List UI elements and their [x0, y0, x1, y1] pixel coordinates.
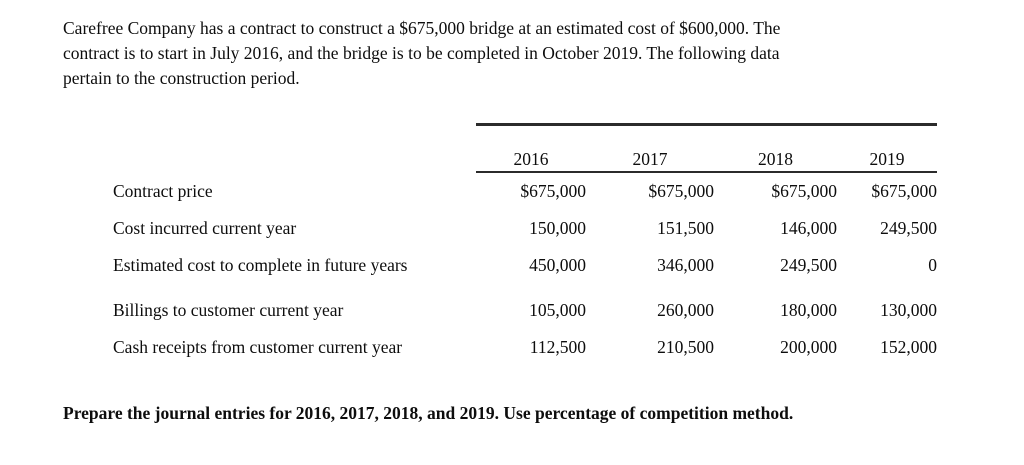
cell-value: 150,000: [529, 218, 586, 238]
table-header-row: 2016 2017 2018 2019: [113, 123, 937, 173]
table-row-billings: Billings to customer current year 105,00…: [113, 292, 937, 329]
cell-value: $675,000: [520, 181, 586, 201]
instruction-text: Prepare the journal entries for 2016, 20…: [63, 403, 794, 423]
intro-line: Carefree Company has a contract to const…: [63, 18, 781, 38]
cell-value: 210,500: [657, 337, 714, 357]
cell-value: 346,000: [657, 255, 714, 275]
cell-value: $675,000: [771, 181, 837, 201]
row-label: Cost incurred current year: [113, 218, 297, 238]
cell-value: 105,000: [529, 300, 586, 320]
year-header-2019: 2019: [837, 123, 937, 173]
table-corner-cell: [113, 125, 476, 173]
cell-value: 152,000: [880, 337, 937, 357]
table-row-estimated-cost: Estimated cost to complete in future yea…: [113, 247, 937, 284]
year-header-2018: 2018: [714, 123, 837, 173]
cell-value: 146,000: [780, 218, 837, 238]
cell-value: $675,000: [871, 181, 937, 201]
cell-value: 249,500: [880, 218, 937, 238]
row-label: Contract price: [113, 180, 213, 201]
table-spacer-row: [113, 284, 937, 292]
intro-line: contract is to start in July 2016, and t…: [63, 43, 780, 63]
cell-value: 112,500: [529, 337, 586, 357]
table-row-contract-price: Contract price $675,000 $675,000 $675,00…: [113, 172, 937, 210]
year-header-2017: 2017: [586, 123, 714, 173]
spacer-cell: [113, 284, 937, 292]
cell-value: 180,000: [780, 300, 837, 320]
table-row-cost-incurred: Cost incurred current year 150,000 151,5…: [113, 210, 937, 247]
table-row-cash-receipts: Cash receipts from customer current year…: [113, 329, 937, 366]
cell-value: $675,000: [648, 181, 714, 201]
intro-paragraph: Carefree Company has a contract to const…: [63, 16, 1024, 91]
row-label: Cash receipts from customer current year: [113, 337, 403, 357]
cell-value: 0: [928, 255, 937, 275]
year-header-2016: 2016: [476, 123, 586, 173]
cell-value: 130,000: [880, 300, 937, 320]
intro-line: pertain to the construction period.: [63, 68, 300, 88]
construction-period-table: 2016 2017 2018 2019 Contract price $675,…: [113, 123, 937, 366]
cell-value: 450,000: [529, 255, 586, 275]
cell-value: 249,500: [780, 255, 837, 275]
cell-value: 151,500: [657, 218, 714, 238]
cell-value: 260,000: [657, 300, 714, 320]
row-label: Billings to customer current year: [113, 300, 344, 320]
row-label: Estimated cost to complete in future yea…: [113, 255, 408, 275]
cell-value: 200,000: [780, 337, 837, 357]
